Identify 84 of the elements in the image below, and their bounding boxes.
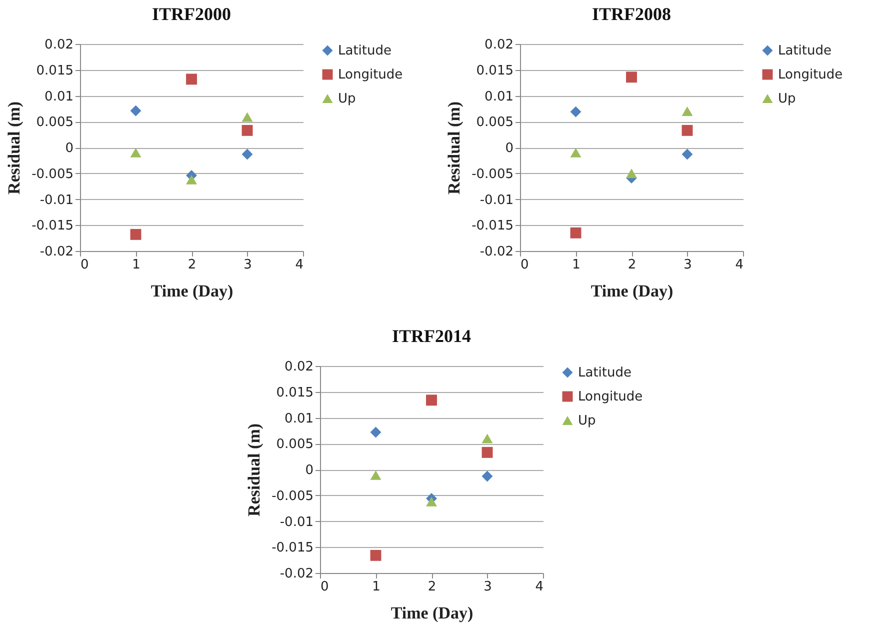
x-tick-label: 2 [428, 580, 436, 594]
point [370, 426, 382, 438]
legend-label: Longitude [778, 68, 843, 82]
point [682, 106, 693, 116]
point [570, 148, 582, 158]
point [242, 148, 253, 160]
y-tick-label: 0.005 [476, 115, 514, 130]
legend-label: Up [338, 92, 356, 106]
x-tick-label: 2 [188, 258, 196, 272]
x-tick-label: 0 [520, 258, 529, 272]
x-axis-title: Time (Day) [590, 282, 674, 300]
legend-label: Latitude [778, 44, 832, 58]
y-axis-title: Residual (m) [244, 423, 264, 517]
x-tick-label: 0 [320, 580, 329, 594]
x-tick-label: 4 [535, 580, 544, 594]
y-tick-label: -0.02 [40, 244, 74, 260]
y-tick-label: -0.01 [40, 192, 74, 208]
point [242, 124, 253, 136]
point [482, 434, 493, 444]
x-tick-label: 1 [372, 580, 380, 594]
x-tick-label: 1 [572, 258, 580, 272]
y-tick-label: -0.01 [480, 192, 514, 208]
chart-title: ITRF2014 [392, 326, 472, 346]
point [370, 550, 382, 561]
y-tick-label: -0.005 [32, 166, 74, 182]
x-tick-label: 4 [295, 258, 304, 272]
x-tick-label: 3 [684, 258, 692, 272]
y-tick-label: 0.015 [36, 63, 74, 78]
y-tick-label: -0.02 [280, 566, 314, 582]
point [570, 227, 582, 238]
legend-label: Latitude [578, 366, 632, 380]
chart-title: ITRF2000 [152, 4, 232, 24]
point [482, 446, 493, 458]
y-tick-label: 0.015 [276, 385, 314, 400]
point [370, 470, 382, 480]
point [130, 148, 142, 158]
y-tick-label: -0.005 [472, 166, 514, 182]
point [570, 106, 582, 118]
y-tick-label: 0.005 [36, 115, 74, 130]
y-tick-label: 0 [305, 463, 314, 478]
legend-label: Longitude [338, 68, 403, 82]
legend-label: Up [778, 92, 796, 106]
x-tick-label: 3 [244, 258, 252, 272]
y-tick-label: -0.015 [272, 540, 314, 556]
y-axis-title: Residual (m) [4, 101, 24, 195]
point [626, 168, 637, 178]
y-tick-label: 0.005 [276, 437, 314, 452]
x-axis-title: Time (Day) [390, 604, 474, 622]
y-tick-label: 0.02 [44, 38, 74, 52]
point [130, 105, 142, 116]
legend-label: Up [578, 414, 596, 428]
y-tick-label: 0.02 [284, 360, 314, 374]
point [682, 124, 693, 136]
point [242, 112, 253, 122]
y-tick-label: -0.02 [480, 244, 514, 260]
y-tick-label: 0.02 [484, 38, 514, 52]
point [682, 148, 693, 160]
y-tick-label: -0.01 [280, 514, 314, 530]
x-tick-label: 4 [735, 258, 744, 272]
y-tick-label: -0.005 [272, 488, 314, 504]
y-tick-label: 0.01 [484, 89, 514, 104]
y-tick-label: 0 [65, 141, 74, 156]
point [186, 174, 197, 184]
chart-title: ITRF2008 [592, 4, 672, 24]
x-axis-title: Time (Day) [150, 282, 234, 300]
y-axis-title: Residual (m) [444, 101, 464, 195]
y-tick-label: -0.015 [32, 218, 74, 234]
legend-label: Latitude [338, 44, 392, 58]
y-tick-label: 0 [505, 141, 514, 156]
y-tick-label: 0.01 [284, 411, 314, 426]
y-tick-label: -0.015 [472, 218, 514, 234]
x-tick-label: 3 [484, 580, 492, 594]
x-tick-label: 2 [628, 258, 636, 272]
x-tick-label: 0 [80, 258, 89, 272]
y-tick-label: 0.015 [476, 63, 514, 78]
point [186, 74, 197, 85]
x-tick-label: 1 [132, 258, 140, 272]
point [626, 72, 637, 83]
point [426, 394, 437, 406]
point [482, 470, 493, 482]
point [426, 496, 437, 506]
point [130, 228, 142, 240]
legend-label: Longitude [578, 390, 643, 404]
y-tick-label: 0.01 [44, 89, 74, 104]
